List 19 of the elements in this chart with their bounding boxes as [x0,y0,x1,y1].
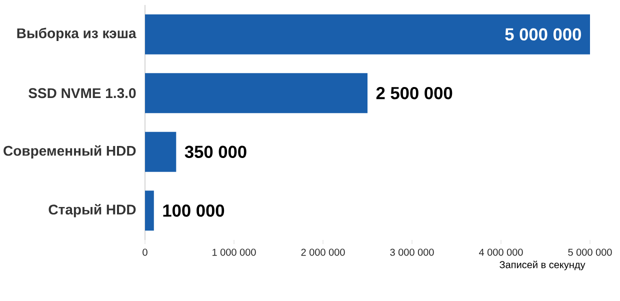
bar [145,73,368,114]
data-label: 100 000 [163,204,224,217]
data-label: 5 000 000 [505,28,581,41]
y-tick-label: SSD NVME 1.3.0 [28,88,136,98]
y-tick-label: Выборка из кэша [17,28,136,41]
bar [145,132,176,172]
x-tick-label: 3 000 000 [390,248,434,256]
x-tick-label: 5 000 000 [568,248,612,256]
x-tick-label: 0 [142,248,148,256]
bar [145,190,154,231]
x-axis-title: Записей в секунду [500,260,586,270]
data-label: 350 000 [184,146,246,158]
x-tick-label: 1 000 000 [212,248,256,256]
x-tick-label: 4 000 000 [478,248,523,256]
y-tick-label: Старый HDD [48,204,136,218]
data-label: 2 500 000 [376,86,452,100]
bar [145,14,590,54]
x-tick-label: 2 000 000 [301,248,345,256]
y-tick-label: Современный HDD [4,145,136,159]
